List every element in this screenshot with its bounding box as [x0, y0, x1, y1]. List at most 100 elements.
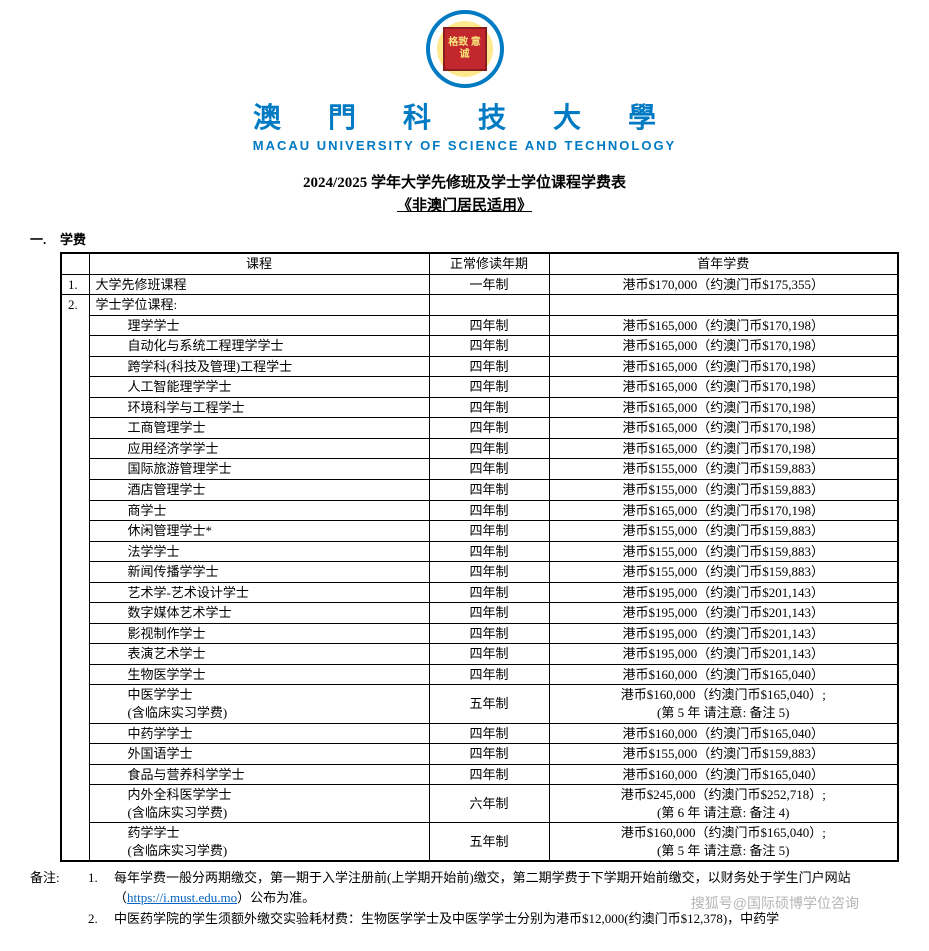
program-name: 人工智能理学学士 — [89, 377, 429, 398]
table-row: 环境科学与工程学士四年制港币$165,000（约澳门币$170,198） — [61, 397, 898, 418]
table-row: 商学士四年制港币$165,000（约澳门币$170,198） — [61, 500, 898, 521]
program-duration: 四年制 — [429, 582, 549, 603]
table-row: 食品与营养科学学士四年制港币$160,000（约澳门币$165,040） — [61, 764, 898, 785]
table-row: 生物医学学士四年制港币$160,000（约澳门币$165,040） — [61, 664, 898, 685]
program-fee: 港币$245,000（约澳门币$252,718）;(第 6 年 请注意: 备注 … — [549, 785, 898, 823]
program-duration: 四年制 — [429, 541, 549, 562]
table-row: 应用经济学学士四年制港币$165,000（约澳门币$170,198） — [61, 438, 898, 459]
program-duration: 一年制 — [429, 274, 549, 295]
program-name: 工商管理学士 — [89, 418, 429, 439]
note-index: 2. — [88, 909, 114, 929]
notes-section: 备注: 1.每年学费一般分两期缴交，第一期于入学注册前(上学期开始前)缴交，第二… — [30, 868, 899, 931]
program-duration: 四年制 — [429, 377, 549, 398]
table-row: 新闻传播学学士四年制港币$155,000（约澳门币$159,883） — [61, 562, 898, 583]
program-fee: 港币$160,000（约澳门币$165,040）;(第 5 年 请注意: 备注 … — [549, 823, 898, 862]
program-name: 生物医学学士 — [89, 664, 429, 685]
row-index: 1. — [61, 274, 89, 295]
program-duration: 四年制 — [429, 397, 549, 418]
program-duration: 四年制 — [429, 521, 549, 542]
document-header: 格致 意诚 澳 門 科 技 大 學 MACAU UNIVERSITY OF SC… — [30, 10, 899, 153]
program-name: 休闲管理学士* — [89, 521, 429, 542]
university-logo: 格致 意诚 — [426, 10, 504, 88]
table-row: 药学学士(含临床实习学费)五年制港币$160,000（约澳门币$165,040）… — [61, 823, 898, 862]
program-fee: 港币$170,000（约澳门币$175,355） — [549, 274, 898, 295]
table-row: 休闲管理学士*四年制港币$155,000（约澳门币$159,883） — [61, 521, 898, 542]
university-name-chinese: 澳 門 科 技 大 學 — [30, 96, 899, 136]
program-group: 学士学位课程: — [89, 295, 429, 316]
section-heading: 一. 学费 — [30, 229, 899, 248]
table-row: 中医学学士(含临床实习学费)五年制港币$160,000（约澳门币$165,040… — [61, 685, 898, 723]
program-fee: 港币$165,000（约澳门币$170,198） — [549, 418, 898, 439]
program-duration: 四年制 — [429, 603, 549, 624]
program-duration: 四年制 — [429, 664, 549, 685]
program-duration: 四年制 — [429, 744, 549, 765]
program-fee: 港币$165,000（约澳门币$170,198） — [549, 315, 898, 336]
program-duration: 四年制 — [429, 723, 549, 744]
program-fee: 港币$155,000（约澳门币$159,883） — [549, 480, 898, 501]
section-title: 学费 — [60, 229, 86, 248]
notes-label: 备注: — [30, 868, 88, 931]
table-row: 内外全科医学学士(含临床实习学费)六年制港币$245,000（约澳门币$252,… — [61, 785, 898, 823]
program-fee: 港币$195,000（约澳门币$201,143） — [549, 582, 898, 603]
program-fee: 港币$155,000（约澳门币$159,883） — [549, 744, 898, 765]
program-fee: 港币$165,000（约澳门币$170,198） — [549, 438, 898, 459]
program-fee: 港币$165,000（约澳门币$170,198） — [549, 500, 898, 521]
program-duration: 四年制 — [429, 315, 549, 336]
program-duration: 四年制 — [429, 562, 549, 583]
program-name: 理学学士 — [89, 315, 429, 336]
note-item: 2.中医药学院的学生须额外缴交实验耗材费：生物医学学士及中医学学士分别为港币$1… — [88, 909, 899, 929]
portal-link[interactable]: https://i.must.edu.mo — [127, 890, 237, 905]
program-name: 法学学士 — [89, 541, 429, 562]
program-name: 商学士 — [89, 500, 429, 521]
program-duration: 四年制 — [429, 459, 549, 480]
table-row: 影视制作学士四年制港币$195,000（约澳门币$201,143） — [61, 623, 898, 644]
header-blank — [61, 253, 89, 274]
program-name: 食品与营养科学学士 — [89, 764, 429, 785]
section-number: 一. — [30, 229, 60, 248]
logo-container: 格致 意诚 — [30, 10, 899, 88]
program-name: 表演艺术学士 — [89, 644, 429, 665]
program-duration: 四年制 — [429, 480, 549, 501]
program-name: 环境科学与工程学士 — [89, 397, 429, 418]
program-name: 大学先修班课程 — [89, 274, 429, 295]
note-index: 1. — [88, 868, 114, 907]
table-row: 工商管理学士四年制港币$165,000（约澳门币$170,198） — [61, 418, 898, 439]
table-row: 数字媒体艺术学士四年制港币$195,000（约澳门币$201,143） — [61, 603, 898, 624]
note-text: 每年学费一般分两期缴交，第一期于入学注册前(上学期开始前)缴交，第二期学费于下学… — [114, 868, 899, 907]
program-duration: 五年制 — [429, 685, 549, 723]
program-duration: 四年制 — [429, 500, 549, 521]
program-name: 药学学士(含临床实习学费) — [89, 823, 429, 862]
program-duration: 四年制 — [429, 418, 549, 439]
program-name: 国际旅游管理学士 — [89, 459, 429, 480]
table-header-row: 课程 正常修读年期 首年学费 — [61, 253, 898, 274]
program-fee: 港币$165,000（约澳门币$170,198） — [549, 356, 898, 377]
header-program: 课程 — [89, 253, 429, 274]
university-name-english: MACAU UNIVERSITY OF SCIENCE AND TECHNOLO… — [30, 138, 899, 153]
table-row: 自动化与系统工程理学学士四年制港币$165,000（约澳门币$170,198） — [61, 336, 898, 357]
program-fee: 港币$155,000（约澳门币$159,883） — [549, 562, 898, 583]
logo-seal-text: 格致 意诚 — [443, 27, 487, 71]
program-name: 酒店管理学士 — [89, 480, 429, 501]
program-fee: 港币$195,000（约澳门币$201,143） — [549, 644, 898, 665]
program-name: 影视制作学士 — [89, 623, 429, 644]
table-row: 外国语学士四年制港币$155,000（约澳门币$159,883） — [61, 744, 898, 765]
header-duration: 正常修读年期 — [429, 253, 549, 274]
program-fee: 港币$155,000（约澳门币$159,883） — [549, 541, 898, 562]
header-fee: 首年学费 — [549, 253, 898, 274]
program-name: 自动化与系统工程理学学士 — [89, 336, 429, 357]
program-fee: 港币$155,000（约澳门币$159,883） — [549, 521, 898, 542]
program-fee: 港币$165,000（约澳门币$170,198） — [549, 336, 898, 357]
program-fee: 港币$165,000（约澳门币$170,198） — [549, 397, 898, 418]
program-duration: 四年制 — [429, 336, 549, 357]
program-name: 跨学科(科技及管理)工程学士 — [89, 356, 429, 377]
program-fee: 港币$160,000（约澳门币$165,040） — [549, 723, 898, 744]
program-name: 内外全科医学学士(含临床实习学费) — [89, 785, 429, 823]
notes-body: 1.每年学费一般分两期缴交，第一期于入学注册前(上学期开始前)缴交，第二期学费于… — [88, 868, 899, 931]
table-row: 艺术学-艺术设计学士四年制港币$195,000（约澳门币$201,143） — [61, 582, 898, 603]
program-duration: 六年制 — [429, 785, 549, 823]
program-duration: 四年制 — [429, 644, 549, 665]
row-index: 2. — [61, 295, 89, 862]
document-page: { "university": { "logo_text": "格致\n意诚",… — [30, 10, 899, 931]
table-row: 酒店管理学士四年制港币$155,000（约澳门币$159,883） — [61, 480, 898, 501]
table-row: 国际旅游管理学士四年制港币$155,000（约澳门币$159,883） — [61, 459, 898, 480]
